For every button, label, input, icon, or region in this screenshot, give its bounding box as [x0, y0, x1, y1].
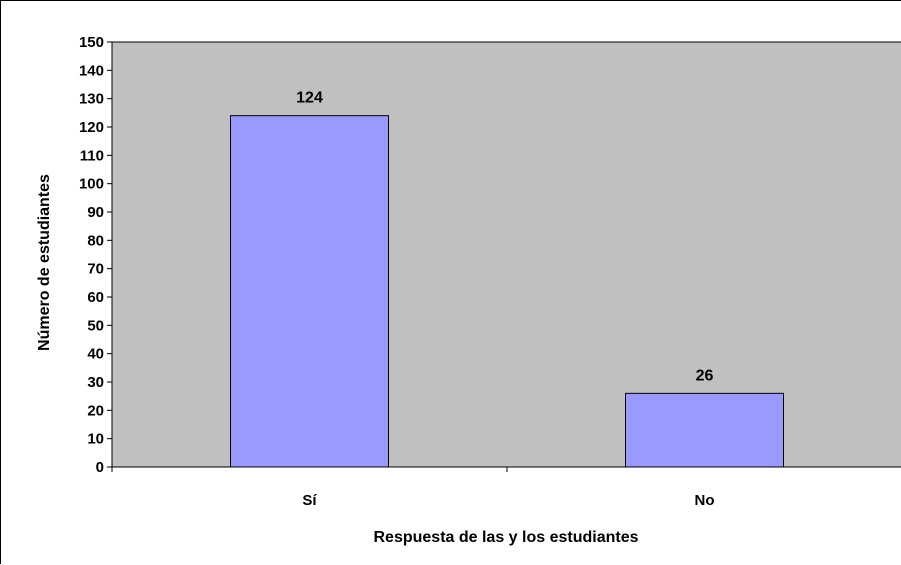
bar-data-label: 124 [296, 90, 323, 107]
y-tick-label: 30 [87, 374, 104, 391]
y-tick-label: 130 [79, 91, 104, 108]
y-tick-label: 0 [96, 459, 104, 476]
data-labels: 124 26 [296, 90, 713, 385]
y-tick-label: 70 [87, 261, 104, 278]
bars [230, 115, 784, 468]
x-tick-label: No [695, 492, 715, 509]
bar-data-label: 26 [696, 367, 714, 384]
y-tick-label: 50 [87, 317, 104, 334]
y-tick-label: 140 [79, 62, 104, 79]
y-tick-label: 110 [80, 147, 104, 164]
x-axis-title: Respuesta de las y los estudiantes [374, 529, 639, 546]
y-tick-label: 80 [87, 232, 104, 249]
y-tick-label: 150 [79, 34, 104, 51]
x-axis: Sí No [111, 466, 901, 509]
y-tick-label: 40 [87, 346, 104, 363]
y-tick-label: 10 [87, 431, 104, 448]
bar-1 [230, 115, 389, 468]
y-tick-label: 90 [87, 204, 104, 221]
y-axis-title: Número de estudiantes [36, 174, 53, 351]
bar-2 [625, 392, 784, 468]
y-axis: 0 10 20 30 40 50 60 70 80 90 100 110 120 130 140 150 [79, 34, 113, 476]
y-tick-label: 100 [79, 176, 104, 193]
y-tick-label: 20 [87, 402, 104, 419]
y-tick-label: 60 [87, 289, 104, 306]
x-tick-label: Sí [302, 492, 317, 509]
y-tick-label: 120 [79, 119, 104, 136]
